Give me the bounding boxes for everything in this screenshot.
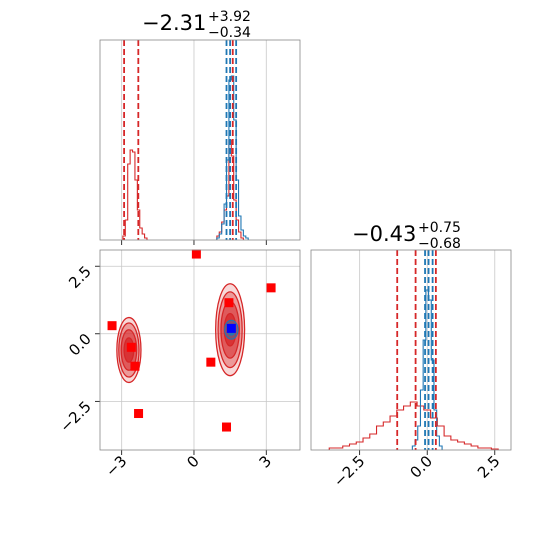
x-tick-label: 0 [183, 452, 202, 471]
x-title-median: −2.31 [142, 11, 206, 35]
x-tick-label: −2.5 [330, 452, 368, 490]
y-title-sub: −0.68 [418, 236, 461, 252]
y-marginal-panel: −2.5 0.0 2.5 −0.43 +0.75 −0.68 [310, 220, 512, 491]
y-tick-label: −2.5 [56, 397, 94, 435]
x-marginal-title: −2.31 [142, 11, 206, 35]
blue-histogram-series [411, 289, 443, 450]
joint-frame [99, 249, 301, 451]
red-point-marker [266, 283, 276, 293]
x-marginal-panel: −2.31 +3.92 −0.34 [99, 9, 301, 245]
red-histogram-series [328, 401, 499, 450]
red-point-marker [107, 321, 117, 331]
x-tick-label: 3 [256, 452, 275, 471]
red-point-marker [222, 422, 232, 432]
red-point-marker [224, 298, 234, 308]
y-title-median: −0.43 [352, 222, 416, 246]
red-point-marker [126, 342, 136, 352]
x-tick-label: 0.0 [406, 452, 436, 482]
red-point-marker [206, 357, 216, 367]
x-marginal-frame [99, 39, 301, 241]
blue-point-marker [226, 323, 236, 333]
x-title-sup: +3.92 [208, 9, 251, 25]
x-title-sub: −0.34 [208, 25, 251, 41]
red-point-marker [191, 249, 201, 259]
y-tick-label: 2.5 [65, 262, 95, 292]
red-histogram-series [122, 139, 244, 240]
red-point-marker [130, 361, 140, 371]
x-tick-label: −3 [102, 452, 130, 480]
red-point-marker [134, 409, 144, 419]
joint-panel: −3 0 3 −2.5 0.0 2.5 [56, 249, 301, 480]
y-tick-label: 0.0 [65, 330, 95, 360]
y-marginal-title: −0.43 [352, 222, 416, 246]
y-title-sup: +0.75 [418, 220, 461, 236]
y-marginal-frame [310, 249, 512, 451]
x-tick-label: 2.5 [474, 452, 504, 482]
